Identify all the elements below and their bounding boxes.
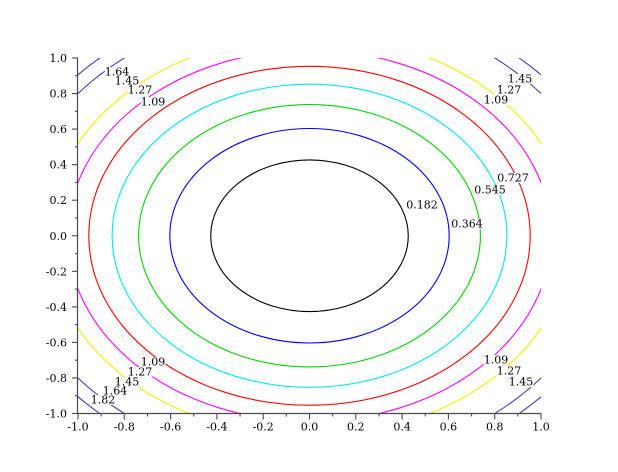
contour-label: 1.27	[497, 365, 522, 378]
x-tick-label: -0.6	[160, 421, 181, 434]
contour-label: 0.182	[406, 199, 438, 212]
x-tick-label: -0.8	[114, 421, 135, 434]
contour-label-bg	[496, 85, 522, 95]
contour-label: 1.09	[484, 354, 509, 367]
contour-label: 1.45	[508, 73, 533, 86]
y-tick-label: 0.6	[50, 123, 68, 136]
contour-label-bg	[452, 219, 482, 229]
contour-label: 1.27	[128, 366, 153, 379]
contour-label-bg	[140, 357, 166, 367]
y-tick-label: -0.4	[46, 301, 67, 314]
contour-label: 1.45	[509, 376, 534, 389]
x-tick-label: 0.4	[393, 421, 411, 434]
x-tick-label: 0.0	[301, 421, 319, 434]
contour-line-0.182	[210, 159, 409, 313]
contour-label: 0.545	[474, 184, 506, 197]
contour-label-bg	[90, 395, 116, 405]
y-tick-label: 0.0	[50, 230, 68, 243]
contour-label: 1.09	[141, 96, 166, 109]
x-tick-label: 0.8	[486, 421, 504, 434]
contour-label-bg	[127, 367, 153, 377]
contour-label: 1.82	[91, 394, 116, 407]
x-tick-label: -1.0	[67, 421, 88, 434]
y-tick-label: -0.6	[46, 336, 67, 349]
contour-label-bg	[114, 377, 140, 387]
x-tick-label: 1.0	[532, 421, 550, 434]
contour-line-0.727	[111, 83, 508, 388]
contour-label-bg	[475, 185, 505, 195]
x-tick-label: -0.2	[253, 421, 274, 434]
contour-line-0.909	[88, 65, 531, 406]
y-tick-label: -1.0	[46, 408, 67, 421]
x-tick-label: -0.4	[206, 421, 227, 434]
contour-label-bg	[104, 67, 130, 77]
contour-label-bg	[102, 386, 128, 396]
contour-label: 1.27	[497, 84, 522, 97]
contour-label-bg	[114, 76, 140, 86]
contour-label-bg	[496, 366, 522, 376]
contour-label: 1.64	[103, 385, 128, 398]
y-tick-label: 0.8	[50, 88, 68, 101]
contour-label-bg	[498, 173, 528, 183]
contour-label-bg	[127, 85, 153, 95]
x-tick-label: 0.2	[347, 421, 365, 434]
contour-label-bg	[507, 74, 533, 84]
contour-label: 1.09	[484, 94, 509, 107]
contour-labels: 1.641.451.271.091.451.271.090.7270.5450.…	[90, 66, 534, 407]
contour-label: 1.45	[115, 376, 140, 389]
contour-label: 1.45	[115, 75, 140, 88]
contour-label-bg	[508, 377, 534, 387]
contour-label-bg	[483, 95, 509, 105]
contour-label: 1.09	[141, 356, 166, 369]
y-tick-label: 0.2	[50, 194, 68, 207]
contour-line-0.545	[138, 103, 481, 368]
contour-label-bg	[140, 97, 166, 107]
y-tick-label: -0.2	[46, 265, 67, 278]
contour-label: 1.27	[128, 84, 153, 97]
contour-line-0.364	[169, 127, 450, 344]
x-tick-label: 0.6	[440, 421, 458, 434]
contour-label-bg	[483, 355, 509, 365]
y-tick-label: -0.8	[46, 372, 67, 385]
y-tick-label: 0.4	[50, 159, 68, 172]
contour-label: 0.727	[497, 172, 529, 185]
contour-label-bg	[407, 200, 437, 210]
contour-label: 1.64	[105, 66, 130, 79]
contour-label: 0.364	[451, 218, 483, 231]
y-tick-label: 1.0	[50, 52, 68, 65]
